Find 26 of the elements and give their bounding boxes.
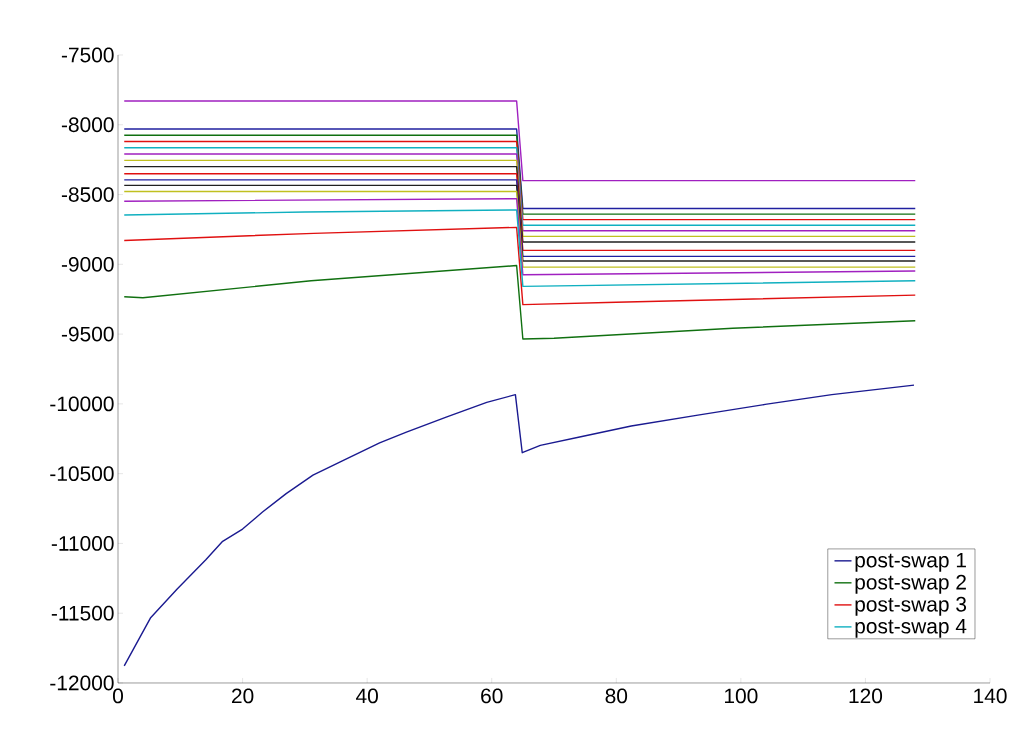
x-tick-label: 140 (974, 688, 1007, 704)
y-tick-label: -8500 (61, 187, 114, 202)
legend-label: post-swap 4 (855, 618, 967, 638)
line-series (123, 209, 916, 288)
legend-label: post-swap 1 (855, 552, 966, 572)
line-series (123, 264, 916, 340)
x-tick-label: 120 (849, 688, 883, 704)
legend-label: post-swap 3 (855, 596, 967, 616)
y-tick-label: -7500 (61, 47, 114, 63)
legend-label: post-swap 2 (855, 574, 966, 594)
y-tick-label: -8000 (61, 117, 114, 133)
y-tick-label: -9000 (61, 256, 114, 272)
line-series (123, 198, 916, 276)
y-tick-label: -12000 (50, 675, 114, 691)
y-tick-label: -10000 (50, 396, 114, 412)
y-tick-label: -9500 (61, 326, 114, 342)
x-tick-label: 20 (231, 688, 254, 704)
x-tick-label: 80 (605, 688, 628, 704)
x-tick-label: 0 (113, 688, 123, 704)
y-tick-label: -11000 (51, 536, 114, 551)
x-tick-label: 60 (481, 688, 503, 704)
x-tick-label: 100 (725, 688, 758, 704)
y-tick-label: -11500 (51, 605, 114, 621)
y-tick-label: -10500 (50, 466, 114, 482)
x-tick-label: 40 (356, 688, 378, 704)
line-series (123, 226, 916, 306)
